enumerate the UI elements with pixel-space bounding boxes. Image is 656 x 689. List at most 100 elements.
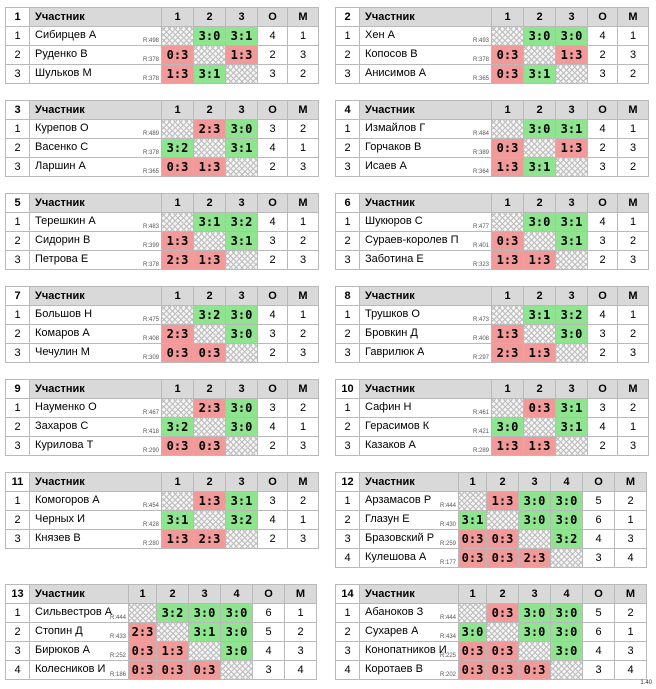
match-result[interactable]: 3:0 [188,603,221,623]
match-result[interactable]: 3:1 [555,231,588,251]
participant-name[interactable]: Сураев-королев П [365,233,459,246]
match-result[interactable]: 3:0 [225,119,258,139]
match-result[interactable]: 1:3 [486,491,519,511]
match-result[interactable]: 0:3 [518,660,551,680]
match-result[interactable]: 0:3 [491,138,524,158]
match-result[interactable]: 1:3 [161,64,194,84]
match-result[interactable]: 1:3 [161,231,194,251]
participant-name[interactable]: Арзамасов Р [365,493,432,506]
participant-name[interactable]: Большов Н [35,307,93,320]
match-result[interactable]: 3:1 [523,157,556,177]
match-result[interactable]: 3:1 [225,491,258,511]
participant-name[interactable]: Петрова Е [35,252,89,265]
participant-name[interactable]: Колесников И [35,662,106,675]
match-result[interactable]: 0:3 [458,529,487,549]
match-result[interactable]: 1:3 [523,343,556,363]
match-result[interactable]: 3:1 [193,64,226,84]
participant-name[interactable]: Князев В [35,531,81,544]
participant-name[interactable]: Ларшин А [35,159,86,172]
match-result[interactable]: 0:3 [486,660,519,680]
match-result[interactable]: 1:3 [193,250,226,270]
match-result[interactable]: 3:1 [225,26,258,46]
match-result[interactable]: 3:2 [193,305,226,325]
match-result[interactable]: 3:2 [225,510,258,530]
participant-name[interactable]: Исаев А [365,159,407,172]
match-result[interactable]: 3:2 [156,603,189,623]
participant-name[interactable]: Трушков О [365,307,420,320]
participant-name[interactable]: Сибирцев А [35,28,97,41]
match-result[interactable]: 0:3 [491,45,524,65]
match-result[interactable]: 1:3 [491,324,524,344]
match-result[interactable]: 3:0 [458,622,487,642]
match-result[interactable]: 3:1 [523,64,556,84]
participant-name[interactable]: Науменко О [35,400,97,413]
match-result[interactable]: 3:1 [161,510,194,530]
match-result[interactable]: 3:0 [220,641,253,661]
participant-name[interactable]: Терешкин А [35,214,96,227]
match-result[interactable]: 3:2 [161,138,194,158]
match-result[interactable]: 3:1 [458,510,487,530]
participant-name[interactable]: Стопин Д [35,624,83,637]
match-result[interactable]: 2:3 [161,250,194,270]
participant-name[interactable]: Сильвестров А [35,605,113,618]
match-result[interactable]: 3:0 [555,26,588,46]
match-result[interactable]: 3:2 [225,212,258,232]
match-result[interactable]: 0:3 [491,64,524,84]
match-result[interactable]: 0:3 [486,641,519,661]
match-result[interactable]: 3:0 [550,641,583,661]
participant-name[interactable]: Кулешова А [365,550,427,563]
participant-name[interactable]: Заботина Е [365,252,424,265]
participant-name[interactable]: Курепов О [35,121,89,134]
participant-name[interactable]: Измайлов Г [365,121,426,134]
participant-name[interactable]: Руденко В [35,47,88,60]
match-result[interactable]: 3:1 [555,119,588,139]
participant-name[interactable]: Захаров С [35,419,89,432]
participant-name[interactable]: Конопатников И [365,643,447,656]
participant-name[interactable]: Хен А [365,28,395,41]
participant-name[interactable]: Васенко С [35,140,89,153]
match-result[interactable]: 3:1 [188,622,221,642]
match-result[interactable]: 2:3 [128,622,157,642]
match-result[interactable]: 3:1 [555,398,588,418]
match-result[interactable]: 0:3 [193,343,226,363]
match-result[interactable]: 2:3 [161,324,194,344]
match-result[interactable]: 3:0 [491,417,524,437]
participant-name[interactable]: Анисимов А [365,66,427,79]
participant-name[interactable]: Коротаев В [365,662,423,675]
match-result[interactable]: 3:0 [523,119,556,139]
match-result[interactable]: 1:3 [161,529,194,549]
match-result[interactable]: 0:3 [161,45,194,65]
match-result[interactable]: 0:3 [193,436,226,456]
match-result[interactable]: 1:3 [523,436,556,456]
match-result[interactable]: 1:3 [193,157,226,177]
participant-name[interactable]: Черных И [35,512,86,525]
match-result[interactable]: 3:0 [550,510,583,530]
match-result[interactable]: 2:3 [518,548,551,568]
match-result[interactable]: 3:0 [220,603,253,623]
match-result[interactable]: 0:3 [486,548,519,568]
participant-name[interactable]: Бровкин Д [365,326,418,339]
match-result[interactable]: 3:1 [555,212,588,232]
match-result[interactable]: 0:3 [161,343,194,363]
match-result[interactable]: 0:3 [128,641,157,661]
match-result[interactable]: 3:0 [225,324,258,344]
match-result[interactable]: 1:3 [555,138,588,158]
participant-name[interactable]: Копосов В [365,47,418,60]
match-result[interactable]: 3:0 [550,622,583,642]
match-result[interactable]: 3:0 [518,491,551,511]
participant-name[interactable]: Шульков М [35,66,92,79]
match-result[interactable]: 3:0 [550,603,583,623]
match-result[interactable]: 3:2 [161,417,194,437]
match-result[interactable]: 0:3 [458,660,487,680]
match-result[interactable]: 3:0 [550,491,583,511]
match-result[interactable]: 1:3 [491,436,524,456]
participant-name[interactable]: Комогоров А [35,493,100,506]
match-result[interactable]: 0:3 [458,641,487,661]
participant-name[interactable]: Бирюков А [35,643,91,656]
match-result[interactable]: 3:0 [225,305,258,325]
match-result[interactable]: 3:0 [225,417,258,437]
match-result[interactable]: 0:3 [161,157,194,177]
match-result[interactable]: 1:3 [491,250,524,270]
participant-name[interactable]: Горчаков В [365,140,422,153]
participant-name[interactable]: Чечулин М [35,345,90,358]
